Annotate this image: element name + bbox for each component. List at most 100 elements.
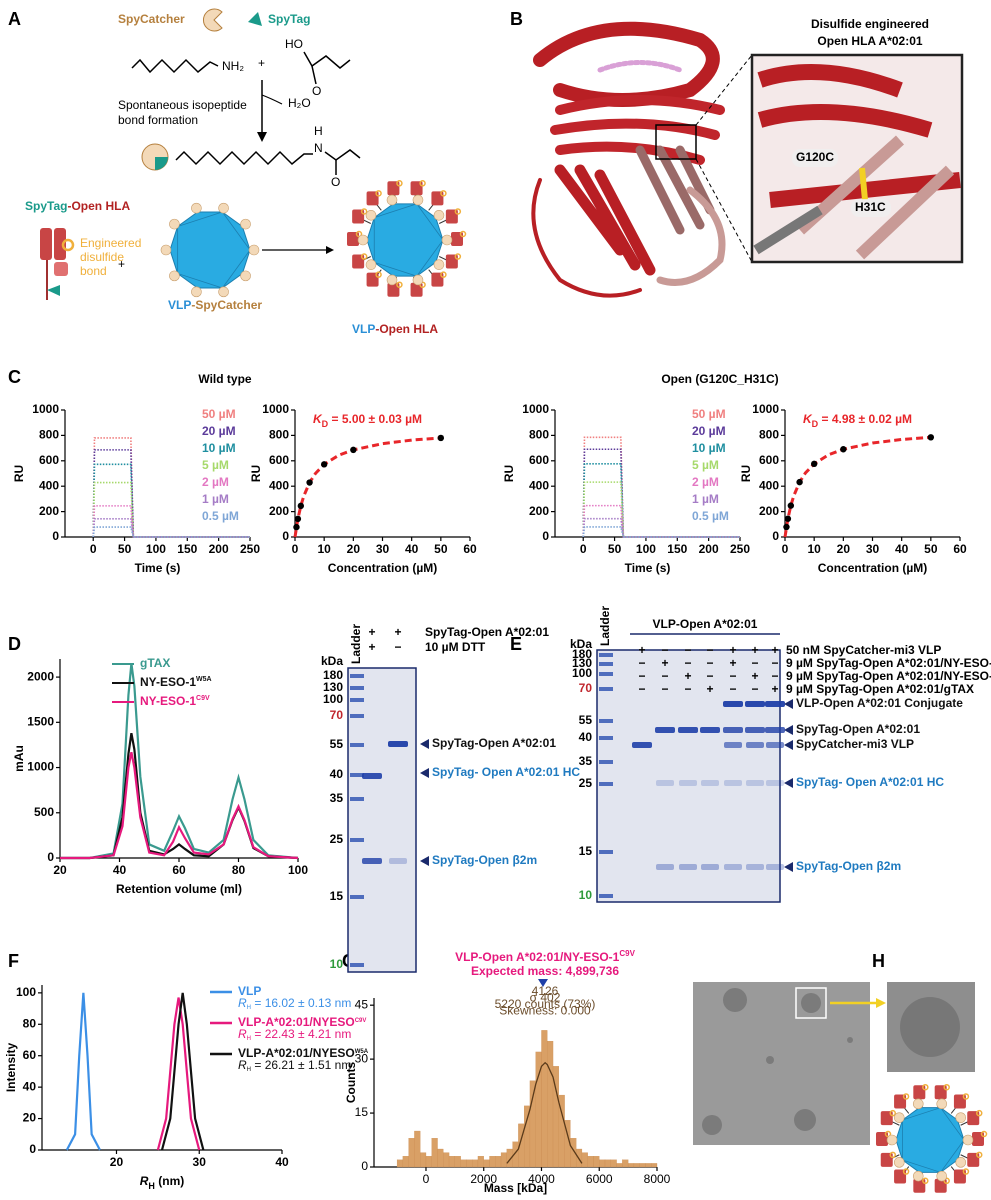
condition-label: 50 nM SpyCatcher-mi3 VLP: [786, 643, 941, 657]
spycatcher: [191, 202, 202, 214]
disulfide: [454, 253, 462, 260]
vlp-catcher-label: VLP-SpyCatcher: [168, 298, 262, 312]
spycatcher: [191, 286, 202, 298]
product-h: H: [314, 124, 323, 138]
fit-annotation: σ 402: [530, 991, 561, 1005]
x-tick-label: 30: [866, 542, 880, 556]
legend-rh-part: R: [238, 1058, 247, 1072]
condition-sign: −: [706, 643, 713, 657]
point: [320, 461, 328, 468]
ladder-mark: 70: [330, 708, 344, 722]
hla: [934, 1178, 947, 1193]
spycatcher: [433, 259, 445, 270]
sample-band: [766, 864, 784, 870]
acid-ho: HO: [285, 37, 303, 51]
y-axis-label: RU: [12, 465, 26, 482]
series-line: [65, 992, 101, 1151]
spycatcher: [936, 1098, 948, 1110]
site-label: H31C: [855, 200, 886, 214]
hla: [347, 232, 359, 246]
legend-entry-part: VLP-A*02:01/NYESO: [238, 1046, 355, 1060]
chart-subtitle: Expected mass: 4,899,736: [471, 964, 619, 978]
series-line: [160, 992, 205, 1151]
x-tick-label: 80: [232, 863, 246, 877]
band-label: SpyTag- Open A*02:01 HC: [796, 775, 944, 789]
x-axis-label-part: (nm): [155, 1174, 184, 1188]
spycatcher: [441, 234, 453, 246]
legend-entry-part: gTAX: [140, 656, 170, 670]
ladder-mark: 25: [330, 832, 344, 846]
hist-bar: [604, 1159, 611, 1168]
sample-band: [362, 773, 382, 779]
ladder-mark: 10: [579, 888, 593, 902]
spycatcher: [357, 234, 369, 246]
legend-rh-part: H: [247, 1067, 251, 1073]
x-tick-label: 60: [172, 863, 186, 877]
legend-entry: 5 µM: [202, 458, 229, 472]
ladder-band: [350, 743, 364, 747]
chart-title-part: VLP-Open A*02:01/NY-ESO-1: [455, 950, 620, 964]
legend-entry: 1 µM: [692, 492, 719, 506]
disulfide: [360, 253, 368, 260]
point: [294, 515, 302, 523]
condition-sign: −: [771, 669, 778, 683]
legend-entry: gTAX: [140, 656, 170, 670]
vlp-hla-label: VLP-Open HLA: [352, 322, 438, 336]
condition-sign: −: [661, 669, 668, 683]
ladder-band: [599, 736, 613, 740]
hla: [913, 1085, 926, 1100]
x-tick-label: 250: [240, 542, 260, 556]
x-tick-label: 2000: [470, 1172, 497, 1186]
y-tick-label: 0: [542, 529, 549, 543]
y-tick-label: 200: [759, 504, 779, 518]
condition-label-part: 9 µM SpyTag-Open A*02:01/NY-ESO-1: [786, 669, 991, 683]
legend-entry: 1 µM: [202, 492, 229, 506]
x-tick-label: 150: [667, 542, 687, 556]
chart-title: VLP-Open A*02:01/NY-ESO-1C9V: [455, 949, 636, 965]
x-tick-label: 100: [636, 542, 656, 556]
spycatcher: [886, 1134, 898, 1146]
acid-o: O: [312, 84, 321, 98]
band-arrow: [784, 725, 793, 735]
y-axis-label: Intensity: [4, 1043, 18, 1093]
hla: [967, 1152, 980, 1167]
spycatcher: [962, 1134, 974, 1146]
legend-entry-part: W5A: [355, 1049, 369, 1055]
zoom-structure: [753, 64, 961, 260]
disulfide: [454, 208, 462, 215]
hist-bar: [408, 1138, 415, 1168]
x-tick-label: 10: [317, 542, 331, 556]
sample-band: [388, 741, 408, 747]
legend-entry: 20 µM: [692, 424, 726, 438]
disulfide: [889, 1151, 897, 1159]
ladder-band: [350, 686, 364, 690]
spycatcher: [955, 1157, 967, 1168]
spytag-icon: [248, 12, 262, 26]
disulfide: [375, 190, 382, 197]
disulfide: [884, 1130, 892, 1138]
condition-sign: +: [394, 625, 401, 639]
plus: +: [258, 56, 265, 70]
point: [306, 479, 313, 486]
band-arrow: [784, 862, 793, 872]
ladder-mark: 35: [330, 791, 344, 805]
sample-band: [679, 780, 697, 786]
em-particle: [702, 1115, 722, 1135]
sample-band: [700, 727, 720, 733]
point: [810, 460, 818, 468]
gel: [347, 667, 417, 973]
disulfide: [459, 230, 467, 238]
legend-rh-part: R: [238, 996, 247, 1010]
hla: [445, 209, 458, 224]
zoom-line: [695, 158, 753, 263]
y-tick-label: 500: [34, 805, 54, 819]
em-particle: [794, 1109, 816, 1131]
hla: [387, 282, 400, 297]
ladder-label: Ladder: [349, 624, 363, 664]
sample-band: [746, 864, 764, 870]
hist-bar: [541, 1030, 548, 1168]
hist-bar: [460, 1159, 467, 1168]
carbonyl: [311, 65, 317, 85]
x-tick-label: 20: [837, 542, 851, 556]
